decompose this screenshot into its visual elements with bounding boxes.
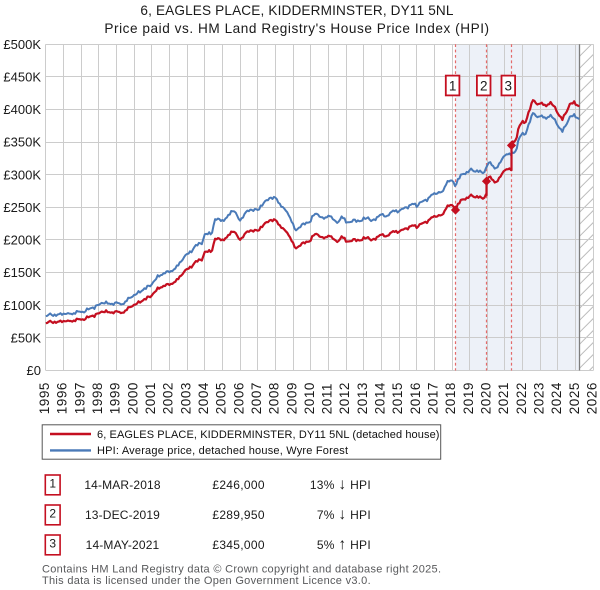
svg-text:1999: 1999 <box>108 382 123 414</box>
svg-text:HPI: Average price, detached h: HPI: Average price, detached house, Wyre… <box>97 445 348 457</box>
svg-text:2019: 2019 <box>461 382 476 414</box>
svg-text:£400K: £400K <box>3 102 41 117</box>
svg-text:2004: 2004 <box>196 382 211 414</box>
svg-text:£200K: £200K <box>3 233 41 248</box>
svg-text:13% ↓ HPI: 13% ↓ HPI <box>310 476 371 493</box>
svg-text:7% ↓ HPI: 7% ↓ HPI <box>317 506 371 523</box>
svg-text:2021: 2021 <box>496 382 511 414</box>
svg-text:£500K: £500K <box>3 37 41 52</box>
svg-text:£450K: £450K <box>3 69 41 84</box>
svg-text:1998: 1998 <box>90 382 105 414</box>
svg-text:£0: £0 <box>27 363 41 378</box>
svg-text:2: 2 <box>480 78 488 93</box>
svg-text:2024: 2024 <box>549 382 564 414</box>
svg-text:14-MAR-2018: 14-MAR-2018 <box>84 478 161 492</box>
svg-text:3: 3 <box>505 78 513 93</box>
svg-text:1996: 1996 <box>55 382 70 414</box>
svg-text:2015: 2015 <box>390 382 405 414</box>
svg-text:2025: 2025 <box>567 382 582 414</box>
svg-text:1995: 1995 <box>37 382 52 414</box>
svg-text:3: 3 <box>49 537 56 551</box>
svg-text:£250K: £250K <box>3 200 41 215</box>
svg-text:£100K: £100K <box>3 298 41 313</box>
svg-text:2007: 2007 <box>249 382 264 414</box>
svg-text:2006: 2006 <box>231 382 246 414</box>
svg-text:2008: 2008 <box>267 382 282 414</box>
svg-text:£350K: £350K <box>3 135 41 150</box>
svg-text:2014: 2014 <box>373 382 388 414</box>
svg-text:2005: 2005 <box>214 382 229 414</box>
svg-text:6, EAGLES PLACE, KIDDERMINSTER: 6, EAGLES PLACE, KIDDERMINSTER, DY11 5NL <box>140 3 454 18</box>
svg-text:2013: 2013 <box>355 382 370 414</box>
svg-text:2000: 2000 <box>125 382 140 414</box>
svg-text:1: 1 <box>449 78 457 93</box>
svg-text:2011: 2011 <box>320 383 335 414</box>
svg-text:1: 1 <box>49 477 56 491</box>
svg-text:2009: 2009 <box>284 382 299 414</box>
svg-text:£289,950: £289,950 <box>212 508 264 522</box>
svg-text:2003: 2003 <box>178 382 193 414</box>
svg-text:This data is licensed under th: This data is licensed under the Open Gov… <box>42 575 371 587</box>
svg-text:2002: 2002 <box>161 382 176 414</box>
svg-text:Contains HM Land Registry data: Contains HM Land Registry data © Crown c… <box>42 564 441 576</box>
svg-text:2001: 2001 <box>143 382 158 414</box>
svg-text:2016: 2016 <box>408 382 423 414</box>
svg-text:2017: 2017 <box>426 382 441 414</box>
svg-text:£150K: £150K <box>3 265 41 280</box>
svg-text:14-MAY-2021: 14-MAY-2021 <box>86 538 160 552</box>
svg-text:Price paid vs. HM Land Registr: Price paid vs. HM Land Registry's House … <box>104 21 489 36</box>
svg-text:£345,000: £345,000 <box>212 538 264 552</box>
svg-text:£300K: £300K <box>3 167 41 182</box>
svg-text:£246,000: £246,000 <box>212 478 264 492</box>
svg-text:2: 2 <box>49 507 56 521</box>
svg-text:13-DEC-2019: 13-DEC-2019 <box>85 508 160 522</box>
svg-text:2018: 2018 <box>443 382 458 414</box>
svg-text:£50K: £50K <box>11 331 42 346</box>
svg-text:2022: 2022 <box>514 382 529 414</box>
svg-text:6, EAGLES PLACE, KIDDERMINSTER: 6, EAGLES PLACE, KIDDERMINSTER, DY11 5NL… <box>97 429 440 441</box>
svg-text:2012: 2012 <box>337 382 352 414</box>
svg-text:2010: 2010 <box>302 382 317 414</box>
svg-text:5% ↑ HPI: 5% ↑ HPI <box>317 536 371 553</box>
svg-text:1997: 1997 <box>72 382 87 414</box>
svg-text:2026: 2026 <box>585 382 600 414</box>
svg-text:2023: 2023 <box>532 382 547 414</box>
svg-text:2020: 2020 <box>479 382 494 414</box>
